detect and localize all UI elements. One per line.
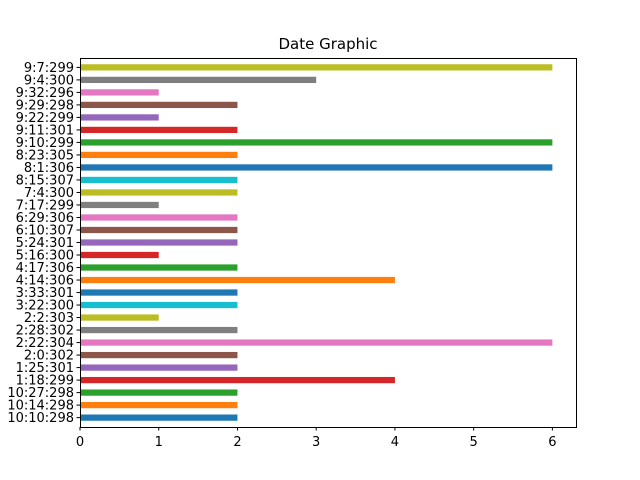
y-tick-label: 6:10:307	[16, 223, 74, 238]
bar	[80, 64, 553, 71]
x-tick-label: 4	[391, 435, 399, 450]
bar	[80, 201, 159, 209]
bar	[80, 114, 159, 121]
bar	[80, 226, 238, 234]
y-tick-label: 8:1:306	[24, 161, 74, 176]
bar	[80, 176, 238, 184]
x-tick-label: 5	[470, 435, 478, 450]
y-tick-label: 2:28:302	[16, 324, 74, 339]
y-tick-label: 3:22:300	[16, 299, 74, 314]
y-tick-label: 6:29:306	[16, 211, 74, 226]
bar	[80, 139, 553, 146]
y-tick-label: 8:23:305	[16, 148, 74, 163]
y-tick-label: 5:24:301	[16, 236, 74, 251]
y-tick-label: 9:32:296	[16, 86, 74, 101]
bar	[80, 101, 238, 109]
y-tick-label: 9:22:299	[16, 111, 74, 126]
bar	[80, 76, 317, 84]
bar	[80, 326, 238, 334]
y-tick-label: 8:15:307	[16, 173, 74, 188]
chart-title: Date Graphic	[278, 35, 377, 53]
bar	[80, 126, 238, 134]
bar	[80, 314, 159, 321]
y-tick-label: 7:4:300	[24, 186, 74, 201]
bar	[80, 389, 238, 396]
bar	[80, 414, 238, 421]
bar	[80, 164, 553, 171]
bar	[80, 364, 238, 371]
bar	[80, 276, 395, 284]
y-tick-label: 4:14:306	[16, 274, 74, 289]
y-tick-label: 9:4:300	[24, 73, 74, 88]
y-tick-label: 7:17:299	[16, 198, 74, 213]
bar	[80, 264, 238, 271]
x-tick-label: 0	[76, 435, 84, 450]
y-tick-label: 9:11:301	[16, 123, 74, 138]
x-tick-label: 1	[155, 435, 163, 450]
bar	[80, 339, 553, 346]
x-tick-label: 2	[233, 435, 241, 450]
bar	[80, 239, 238, 246]
y-tick-label: 10:14:298	[7, 399, 74, 414]
plot-frame	[80, 58, 577, 428]
y-tick-label: 9:7:299	[24, 61, 74, 76]
y-tick-label: 9:10:299	[16, 136, 74, 151]
y-tick-label: 1:25:301	[16, 361, 74, 376]
y-tick-label: 2:2:303	[24, 311, 74, 326]
x-tick-label: 6	[548, 435, 556, 450]
x-tick-label: 3	[312, 435, 320, 450]
x-axis-ticks: 0 1 2 3 4 5 6	[76, 427, 557, 450]
bar	[80, 251, 159, 259]
bar	[80, 401, 238, 409]
y-tick-label: 3:33:301	[16, 286, 74, 301]
bar	[80, 214, 238, 221]
y-tick-label: 5:16:300	[16, 249, 74, 264]
bar	[80, 289, 238, 296]
y-tick-label: 2:22:304	[16, 336, 74, 351]
bar	[80, 151, 238, 159]
y-tick-label: 10:10:298	[7, 411, 74, 426]
bar	[80, 301, 238, 309]
bar	[80, 89, 159, 96]
bar	[80, 189, 238, 196]
y-axis-ticks: 10:10:29810:14:29810:27:2981:18:2991:25:…	[7, 61, 80, 426]
y-tick-label: 2:0:302	[24, 349, 74, 364]
bar	[80, 376, 395, 384]
bars-group	[80, 64, 553, 421]
bar	[80, 351, 238, 359]
y-tick-label: 4:17:306	[16, 261, 74, 276]
y-tick-label: 1:18:299	[16, 374, 74, 389]
y-tick-label: 10:27:298	[7, 386, 74, 401]
y-tick-label: 9:29:298	[16, 98, 74, 113]
